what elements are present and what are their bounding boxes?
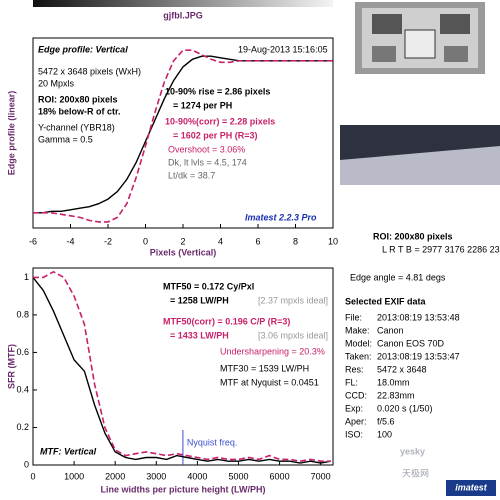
x-tick-label: -4 [66,236,74,246]
annotation: = 1433 LW/PH [170,330,229,340]
y-tick-label: 0.4 [16,384,29,394]
exif-value: 18.0mm [377,377,410,387]
y-axis-label: SFR (MTF) [6,344,16,389]
series-line [33,49,333,223]
annotation: = 1274 per PH [173,100,232,110]
y-tick-label: 1 [24,272,29,282]
plot-area [32,37,334,229]
annotation: 19-Aug-2013 15:16:05 [238,44,328,54]
annotation: MTF30 = 1539 LW/PH [220,363,309,373]
exif-value: 5472 x 3648 [377,364,427,374]
x-tick-label: 7000 [311,471,331,481]
annotation: MTF: Vertical [40,446,97,456]
x-tick-label: 4000 [187,471,207,481]
y-tick-label: 0 [24,459,29,469]
exif-value: 100 [377,429,392,439]
nyquist-label: Nyquist freq. [187,437,238,447]
watermark: 天极网 [402,467,429,478]
gradient-strip [33,0,333,7]
annotation: ROI: 200x80 pixels [38,94,118,104]
x-tick-label: 3000 [146,471,166,481]
thumbnail [355,2,485,74]
annotation: = 1258 LW/PH [170,295,229,305]
annotation: Overshoot = 3.06% [168,144,245,154]
exif-value: Canon EOS 70D [377,338,445,348]
x-tick-label: 0 [143,236,148,246]
annotation: [2.37 mpxls ideal] [258,295,328,305]
exif-value: 2013:08:19 13:53:47 [377,351,460,361]
exif-value: Canon [377,325,404,335]
x-tick-label: 5000 [228,471,248,481]
annotation: Gamma = 0.5 [38,134,93,144]
exif-key: Res: [345,364,364,374]
exif-key: Aper: [345,416,367,426]
annotation: 5472 x 3648 pixels (WxH) [38,66,141,76]
y-tick-label: 0.2 [16,422,29,432]
x-tick-label: 8 [293,236,298,246]
chart-title: gjfbl.JPG [163,10,203,20]
annotation: = 1602 per PH (R=3) [173,130,258,140]
edge-angle: Edge angle = 4.81 degs [350,272,446,282]
roi-label: ROI: 200x80 pixels [373,231,453,241]
y-tick-label: 0.6 [16,347,29,357]
annotation: Lt/dk = 38.7 [168,170,215,180]
series-line [32,276,332,464]
annotation: Imatest 2.2.3 Pro [245,212,317,222]
exif-key: FL: [345,377,358,387]
x-tick-label: 1000 [64,471,84,481]
exif-key: CCD: [345,390,367,400]
x-tick-label: 6000 [270,471,290,481]
exif-value: 2013:08:19 13:53:48 [377,312,460,322]
watermark: imatest [455,482,488,492]
exif-value: f/5.6 [377,416,395,426]
annotation: [3.06 mpxls ideal] [258,330,328,340]
y-tick-label: 0.8 [16,309,29,319]
exif-title: Selected EXIF data [345,296,427,306]
exif-key: ISO: [345,429,363,439]
annotation: 18% below-R of ctr. [38,106,121,116]
annotation: 10-90%(corr) = 2.28 pixels [165,116,275,126]
annotation: MTF at Nyquist = 0.0451 [220,377,319,387]
x-tick-label: 10 [328,236,338,246]
x-tick-label: 6 [255,236,260,246]
exif-key: Make: [345,325,370,335]
x-tick-label: -2 [104,236,112,246]
annotation: Undersharpening = 20.3% [220,346,325,356]
x-tick-label: -6 [29,236,37,246]
exif-value: 0.020 s (1/50) [377,403,433,413]
annotation: Y-channel (YBR18) [38,122,115,132]
exif-key: Taken: [345,351,372,361]
x-axis-label: Pixels (Vertical) [150,247,217,257]
exif-key: File: [345,312,362,322]
exif-key: Exp: [345,403,363,413]
series-line [33,270,331,463]
x-axis-label: Line widths per picture height (LW/PH) [100,484,265,494]
annotation: 20 Mpxls [38,78,75,88]
x-tick-label: 0 [30,471,35,481]
annotation: Edge profile: Vertical [38,44,128,54]
exif-value: 22.83mm [377,390,415,400]
x-tick-label: 2000 [105,471,125,481]
logo-box [446,480,496,496]
y-axis-label: Edge profile (linear) [6,91,16,176]
annotation: Dk, lt lvls = 4.5, 174 [168,157,247,167]
roi-coords: L R T B = 2977 3176 2286 2365 [382,244,500,254]
edge-crop [340,125,500,185]
watermark: yesky [400,446,425,456]
x-tick-label: 2 [180,236,185,246]
x-tick-label: 4 [218,236,223,246]
exif-key: Model: [345,338,372,348]
annotation: MTF50 = 0.172 Cy/Pxl [163,281,254,291]
annotation: MTF50(corr) = 0.196 C/P (R=3) [163,316,290,326]
annotation: 10-90% rise = 2.86 pixels [165,86,270,96]
